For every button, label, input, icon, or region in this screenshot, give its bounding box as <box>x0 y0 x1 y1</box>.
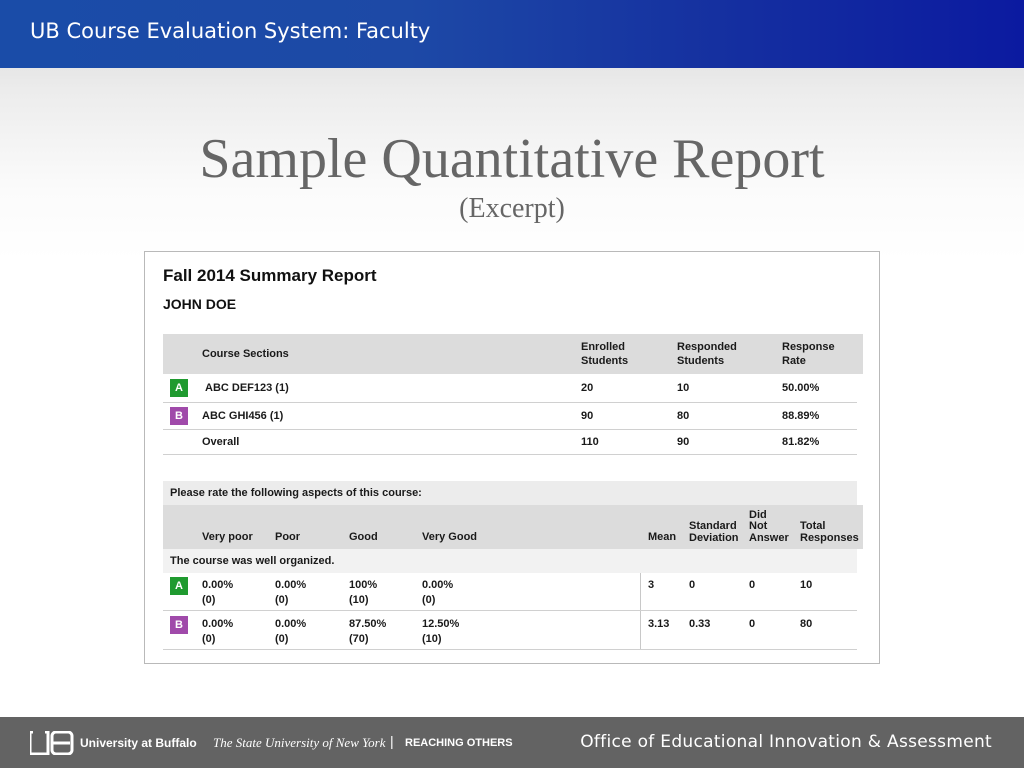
cell-total: 10 <box>800 579 813 591</box>
cell-very-good-n: (0) <box>422 594 436 606</box>
stats-divider <box>640 573 641 649</box>
table-row-responded: 10 <box>677 382 690 394</box>
table-row-rate: 50.00% <box>782 382 820 394</box>
instructor-name: JOHN DOE <box>163 296 237 312</box>
ratings-prompt-bar <box>163 481 857 505</box>
cell-std: 0.33 <box>689 618 711 630</box>
cell-very-good-pct: 0.00% <box>422 579 454 591</box>
footer-separator: | <box>390 733 394 749</box>
app-title: UB Course Evaluation System: Faculty <box>30 19 431 43</box>
ratings-table-header <box>163 505 863 549</box>
cell-good-pct: 87.50% <box>349 618 387 630</box>
col-very-good: Very Good <box>422 531 478 543</box>
cell-dna: 0 <box>749 579 756 591</box>
ratings-prompt: Please rate the following aspects of thi… <box>170 487 422 499</box>
col-responded-1: Responded <box>677 341 737 353</box>
col-very-poor: Very poor <box>202 531 253 543</box>
tagline: REACHING OTHERS <box>405 737 513 749</box>
col-total-2: Responses <box>800 532 859 544</box>
col-rate-1: Response <box>782 341 835 353</box>
rating-badge-b: B <box>170 616 188 634</box>
section-badge-a: A <box>170 379 188 397</box>
col-course-sections: Course Sections <box>202 348 289 360</box>
cell-poor-n: (0) <box>275 594 289 606</box>
slide-title: Sample Quantitative Report <box>199 128 825 190</box>
rating-badge-a: A <box>170 577 188 595</box>
cell-good-n: (10) <box>349 594 369 606</box>
col-std-2: Deviation <box>689 532 739 544</box>
table-row-course: Overall <box>202 436 240 448</box>
col-mean: Mean <box>648 531 677 543</box>
report-excerpt: Fall 2014 Summary Report JOHN DOE Course… <box>144 251 880 664</box>
sections-table-header <box>163 334 863 374</box>
table-row-course: ABC DEF123 (1) <box>205 382 289 394</box>
cell-poor-pct: 0.00% <box>275 579 307 591</box>
cell-very-poor-pct: 0.00% <box>202 618 234 630</box>
cell-very-poor-n: (0) <box>202 633 216 645</box>
col-dna-2: Not <box>749 520 768 532</box>
col-dna-3: Answer <box>749 532 789 544</box>
suny-name: The State University of New York <box>213 735 386 750</box>
table-row-rate: 81.82% <box>782 436 820 448</box>
university-name: University at Buffalo <box>80 736 197 750</box>
col-rate-2: Rate <box>782 355 806 367</box>
cell-poor-pct: 0.00% <box>275 618 307 630</box>
footer-bar: University at Buffalo The State Universi… <box>0 717 1024 768</box>
cell-very-good-n: (10) <box>422 633 442 645</box>
cell-good-pct: 100% <box>349 579 378 591</box>
table-row-responded: 80 <box>677 410 690 422</box>
table-row-course: ABC GHI456 (1) <box>202 410 284 422</box>
cell-mean: 3.13 <box>648 618 670 630</box>
col-enrolled-2: Students <box>581 355 629 367</box>
report-title: Fall 2014 Summary Report <box>163 266 377 285</box>
table-row-enrolled: 90 <box>581 410 594 422</box>
question-bar <box>163 549 857 573</box>
col-responded-2: Students <box>677 355 725 367</box>
col-total-1: Total <box>800 520 826 532</box>
cell-very-good-pct: 12.50% <box>422 618 460 630</box>
question-text: The course was well organized. <box>170 555 335 567</box>
col-dna-1: Did <box>749 509 767 521</box>
cell-very-poor-n: (0) <box>202 594 216 606</box>
header-bar: UB Course Evaluation System: Faculty <box>0 0 1024 68</box>
table-row-enrolled: 110 <box>581 436 599 448</box>
table-row-rate: 88.89% <box>782 410 820 422</box>
section-badge-b: B <box>170 407 188 425</box>
ub-logo-icon <box>30 731 74 755</box>
col-std-1: Standard <box>689 520 737 532</box>
office-name: Office of Educational Innovation & Asses… <box>580 732 992 752</box>
slide-subtitle: (Excerpt) <box>459 193 565 224</box>
cell-total: 80 <box>800 618 813 630</box>
cell-poor-n: (0) <box>275 633 289 645</box>
cell-very-poor-pct: 0.00% <box>202 579 234 591</box>
cell-good-n: (70) <box>349 633 369 645</box>
col-enrolled-1: Enrolled <box>581 341 626 353</box>
cell-dna: 0 <box>749 618 756 630</box>
cell-mean: 3 <box>648 579 655 591</box>
table-row-responded: 90 <box>677 436 690 448</box>
col-poor: Poor <box>275 531 301 543</box>
cell-std: 0 <box>689 579 696 591</box>
col-good: Good <box>349 531 378 543</box>
table-row-enrolled: 20 <box>581 382 594 394</box>
